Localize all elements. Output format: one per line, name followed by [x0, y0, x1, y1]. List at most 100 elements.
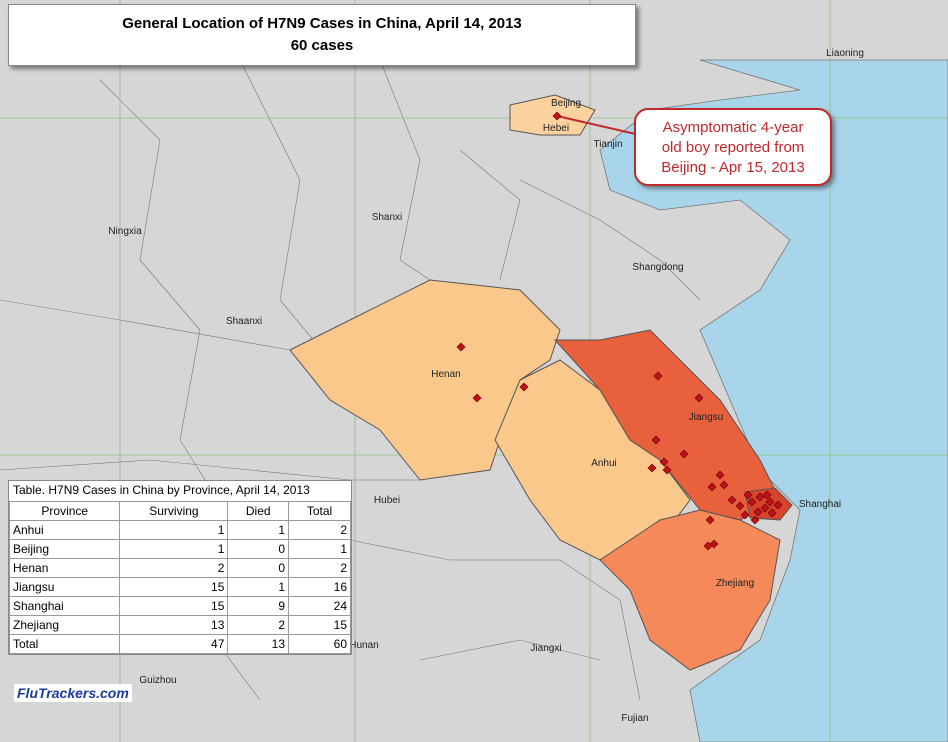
case-marker [694, 393, 704, 403]
title: General Location of H7N9 Cases in China,… [122, 15, 522, 32]
case-marker [651, 435, 661, 445]
table-row: Beijing 1 0 1 [8, 539, 351, 559]
place-label: Anhui [591, 458, 617, 469]
callout: Asymptomatic 4-year old boy reported from… [634, 108, 832, 186]
header-cell: Total [288, 501, 351, 521]
case-marker [705, 515, 715, 525]
table-cell: 60 [288, 634, 351, 654]
table-cell: Beijing [8, 539, 121, 559]
table-cell: 2 [119, 558, 229, 578]
place-label: Jiangxi [530, 643, 561, 654]
borders [0, 59, 701, 701]
brand: FluTrackers.com [14, 684, 132, 702]
header-cell: Province [8, 501, 121, 521]
case-marker [755, 492, 765, 502]
callout-line: Beijing - Apr 15, 2013 [661, 159, 805, 176]
table-row: Zhejiang 13 2 15 [8, 615, 351, 635]
subtitle: 60 cases [290, 37, 354, 54]
case-marker [740, 510, 750, 520]
table-cell: 0 [227, 558, 290, 578]
case-marker [727, 495, 737, 505]
table-row: Jiangsu 15 1 16 [8, 577, 351, 597]
table-cell: 2 [227, 615, 290, 635]
title-box: General Location of H7N9 Cases in China,… [8, 4, 636, 66]
table-cell: Zhejiang [8, 615, 121, 635]
table-cell: 1 [227, 577, 290, 597]
table-cell: Shanghai [8, 596, 121, 616]
table-row: Total 47 13 60 [8, 634, 351, 654]
place-labels: Liaoning Beijing Hebei Tianjin Ningxia Shanxi… [108, 48, 864, 724]
callout-line: Asymptomatic 4-year [662, 119, 804, 136]
table-row: Henan 2 0 2 [8, 558, 351, 578]
province-beijing [509, 94, 596, 136]
table: Province Surviving Died Total Anhui 1 1 2 Beijin… [8, 501, 351, 654]
table-cell: 24 [288, 596, 351, 616]
case-marker [703, 541, 713, 551]
place-label: Hebei [543, 123, 569, 134]
case-marker [750, 515, 760, 525]
table-cell: 15 [288, 615, 351, 635]
header-cell: Died [227, 501, 290, 521]
case-marker [679, 449, 689, 459]
header-cell: Surviving [119, 501, 229, 521]
place-label: Shangdong [632, 262, 683, 273]
place-label: Liaoning [826, 48, 864, 59]
place-label: Tianjin [593, 139, 622, 150]
case-marker [715, 470, 725, 480]
table-cell: Henan [8, 558, 121, 578]
case-marker [743, 490, 753, 500]
callout-line: old boy reported from [661, 139, 805, 156]
case-marker [760, 503, 770, 513]
case-markers [456, 111, 783, 551]
case-marker [647, 463, 657, 473]
table-header: Province Surviving Died Total [8, 501, 351, 521]
province-zhejiang [599, 509, 781, 671]
table-cell: 2 [288, 558, 351, 578]
case-marker [653, 371, 663, 381]
case-marker [519, 382, 529, 392]
callout-pointer [556, 115, 641, 136]
case-marker [707, 482, 717, 492]
table-cell: 15 [119, 577, 229, 597]
table-row: Shanghai 15 9 24 [8, 596, 351, 616]
case-marker [735, 501, 745, 511]
table-cell: 1 [119, 520, 229, 540]
table-cell: 13 [227, 634, 290, 654]
case-marker [659, 457, 669, 467]
table-cell: 9 [227, 596, 290, 616]
case-marker [765, 497, 775, 507]
place-label: Shaanxi [226, 316, 262, 327]
table-title: Table. H7N9 Cases in China by Province, … [13, 483, 310, 497]
case-table: Table. H7N9 Cases in China by Province, … [8, 480, 352, 655]
place-label: Fujian [621, 713, 648, 724]
place-label: Shanghai [799, 499, 841, 510]
place-label: Henan [431, 369, 460, 380]
place-label: Shanxi [372, 212, 403, 223]
case-marker [767, 508, 777, 518]
table-row: Anhui 1 1 2 [8, 520, 351, 540]
case-marker [773, 500, 783, 510]
place-label: Ningxia [108, 226, 142, 237]
table-cell: 1 [227, 520, 290, 540]
place-label: Jiangsu [689, 412, 723, 423]
table-cell: 15 [119, 596, 229, 616]
table-cell: 16 [288, 577, 351, 597]
table-cell: 1 [119, 539, 229, 559]
case-marker [753, 507, 763, 517]
place-label: Hunan [349, 640, 378, 651]
case-marker [747, 497, 757, 507]
table-cell: 1 [288, 539, 351, 559]
case-marker [456, 342, 466, 352]
place-label: Hubei [374, 495, 400, 506]
table-cell: 13 [119, 615, 229, 635]
place-label: Guizhou [139, 675, 176, 686]
table-cell: Total [8, 634, 121, 654]
table-cell: 0 [227, 539, 290, 559]
table-cell: Jiangsu [8, 577, 121, 597]
case-marker [552, 111, 562, 121]
table-cell: 2 [288, 520, 351, 540]
table-cell: 47 [119, 634, 229, 654]
table-cell: Anhui [8, 520, 121, 540]
